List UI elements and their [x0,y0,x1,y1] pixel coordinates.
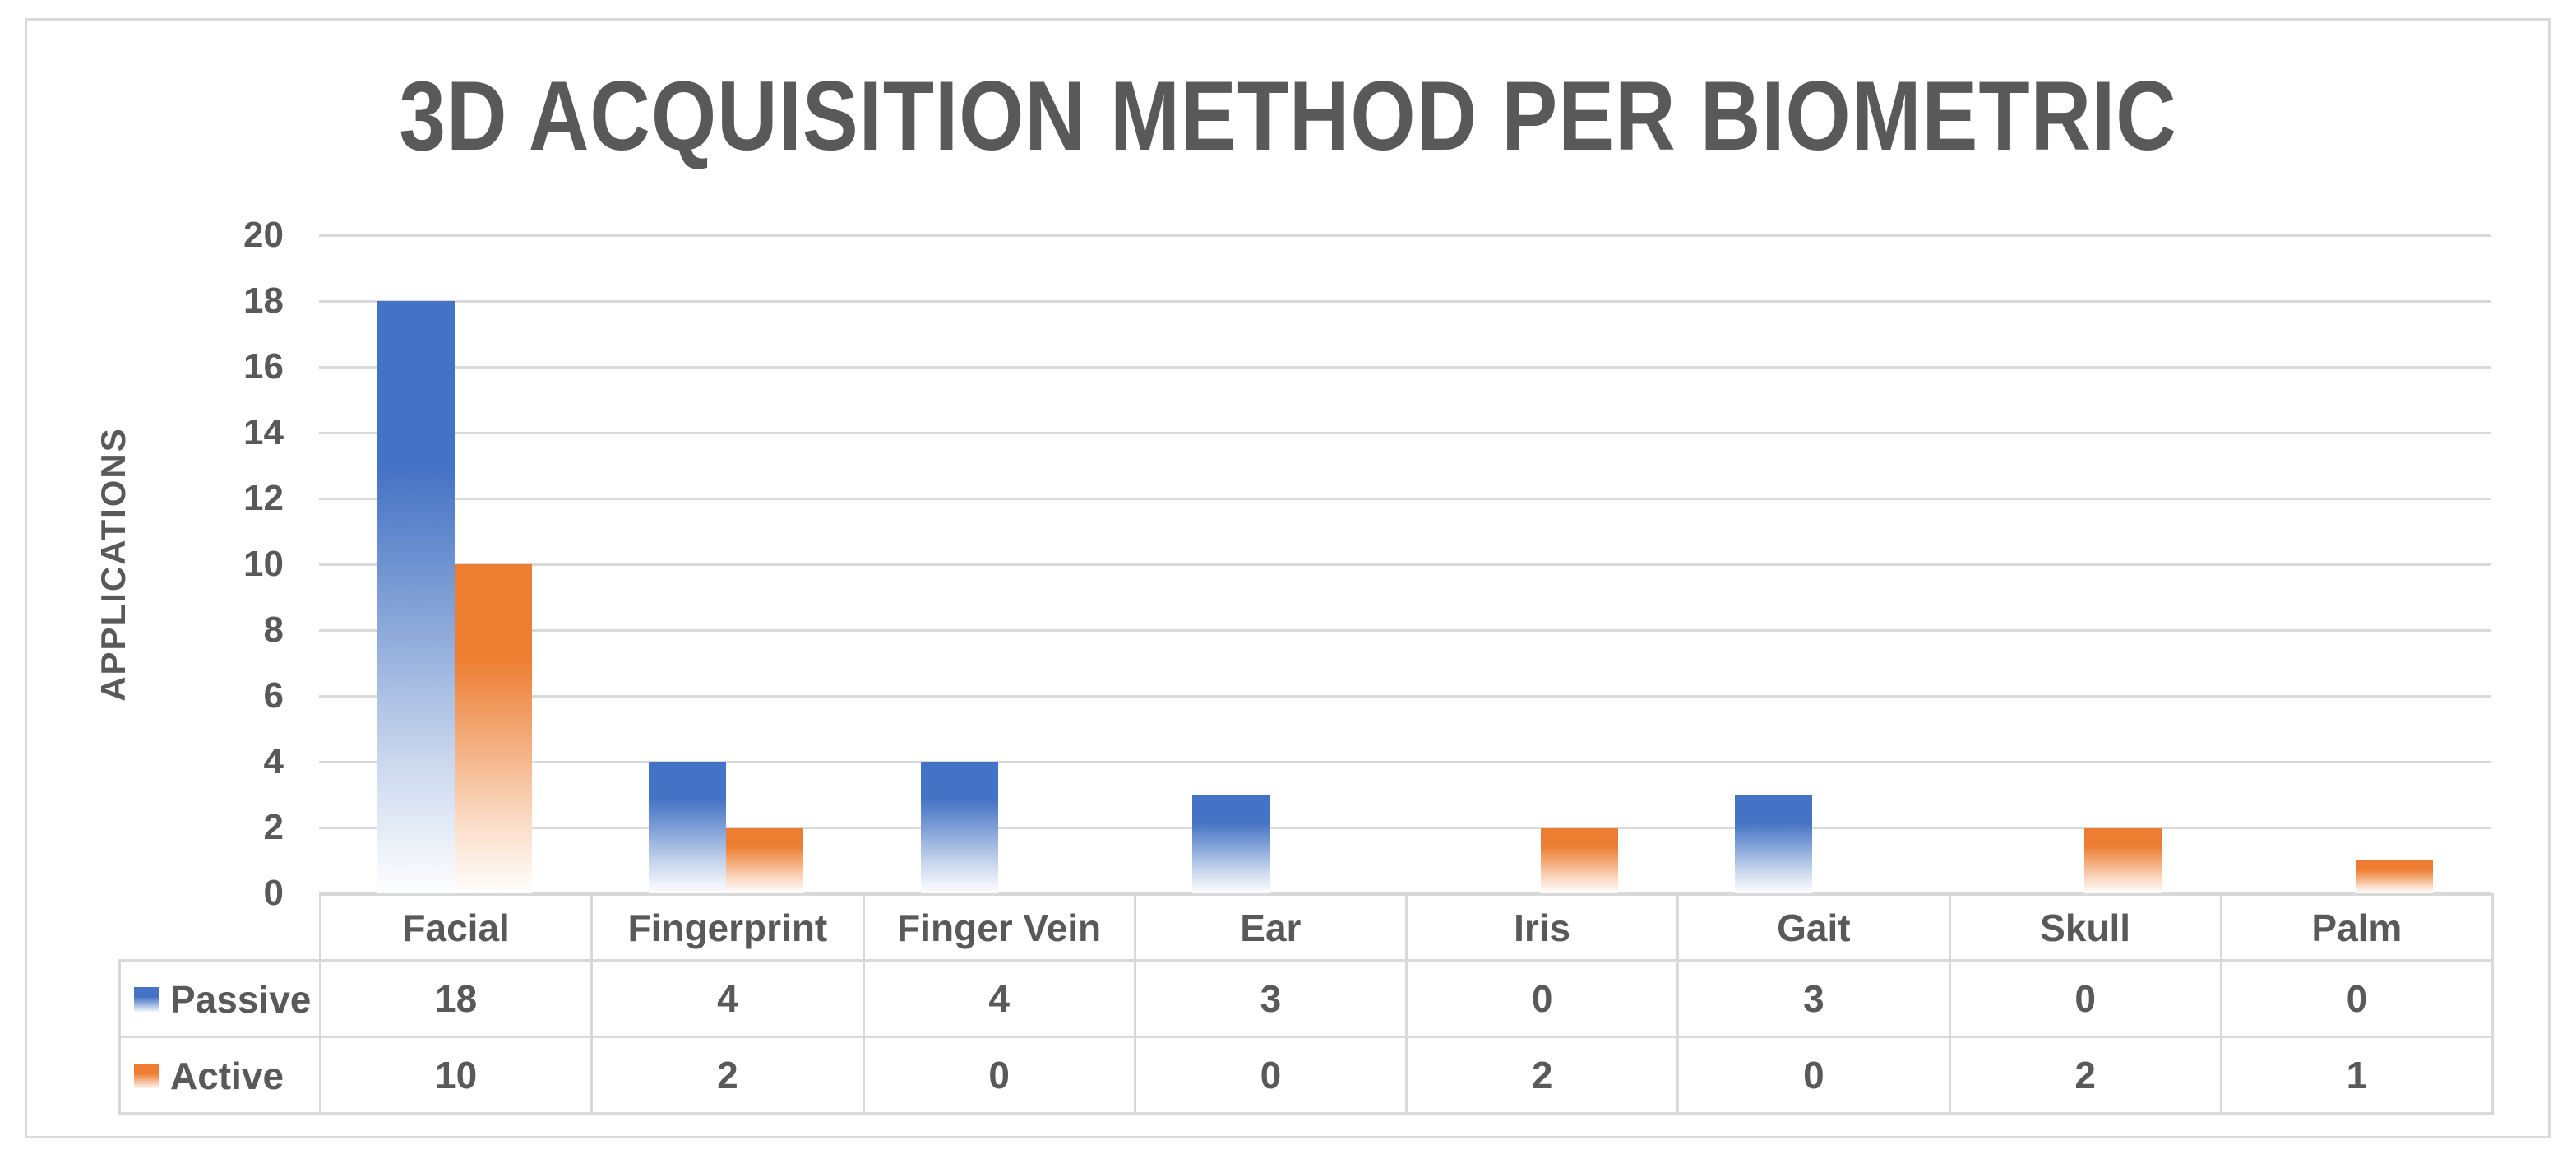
category-header-finger-vein: Finger Vein [862,893,1136,962]
bar-passive-gait [1735,795,1813,893]
gridline-y-10 [319,563,2491,566]
bar-active-skull [2083,828,2162,893]
cell-passive-gait: 3 [1676,959,1951,1038]
gridline-y-8 [319,628,2491,632]
cell-active-skull: 2 [1948,1036,2222,1115]
table-corner-cell [120,895,321,961]
legend-label-active: Active [170,1054,284,1097]
cell-passive-fingerprint: 4 [590,959,865,1038]
cell-passive-ear: 3 [1133,959,1408,1038]
cell-active-iris: 2 [1404,1036,1680,1115]
gridline-y-14 [319,431,2491,434]
gridline-y-2 [319,826,2491,829]
category-header-gait: Gait [1676,893,1951,962]
y-tick-label-10: 10 [243,544,284,584]
cell-active-finger-vein: 0 [862,1036,1136,1115]
y-tick-label-8: 8 [263,610,284,650]
y-tick-label-6: 6 [263,675,284,716]
cell-passive-facial: 18 [318,959,594,1038]
y-tick-label-4: 4 [263,741,284,781]
series-row-header-active: Active [118,1036,321,1115]
bar-active-palm [2355,860,2433,893]
y-tick-label-18: 18 [243,280,284,321]
bar-active-facial [455,564,533,893]
category-header-iris: Iris [1404,893,1680,962]
y-tick-label-2: 2 [263,807,284,847]
data-table: Facial Fingerprint Finger Vein Ear Iris Gait S… [118,893,2495,1115]
cell-passive-finger-vein: 4 [862,959,1136,1038]
cell-active-ear: 0 [1133,1036,1408,1115]
gridline-y-20 [319,234,2491,237]
cell-passive-skull: 0 [1948,959,2222,1038]
y-tick-label-14: 14 [243,412,284,452]
y-tick-label-20: 20 [243,215,284,255]
gridline-y-4 [319,760,2491,763]
category-header-fingerprint: Fingerprint [590,893,865,962]
category-header-facial: Facial [318,893,594,962]
bar-active-iris [1541,828,1619,893]
cell-active-fingerprint: 2 [590,1036,865,1115]
gridline-y-18 [319,299,2491,303]
y-tick-label-12: 12 [243,478,284,518]
legend-swatch-active [134,1063,159,1088]
bar-active-fingerprint [726,828,804,893]
chart-title: 3D ACQUISITION METHOD PER BIOMETRIC [399,61,2177,171]
bar-passive-finger-vein [920,762,998,893]
category-header-palm: Palm [2219,893,2495,962]
series-row-passive: Passive 18 4 4 3 0 3 0 0 [118,959,2495,1038]
cell-active-palm: 1 [2219,1036,2495,1115]
cell-active-facial: 10 [318,1036,594,1115]
series-row-header-passive: Passive [118,959,321,1038]
y-tick-label-16: 16 [243,346,284,387]
y-tick-label-0: 0 [263,873,284,913]
gridline-y-6 [319,694,2491,698]
category-header-row: Facial Fingerprint Finger Vein Ear Iris Gait S… [120,893,2495,962]
bar-passive-facial [377,301,456,893]
cell-passive-palm: 0 [2219,959,2495,1038]
gridline-y-12 [319,497,2491,500]
cell-passive-iris: 0 [1404,959,1680,1038]
bar-passive-fingerprint [649,762,727,893]
series-row-active: Active 10 2 0 0 2 0 2 1 [118,1036,2495,1115]
gridline-y-16 [319,365,2491,369]
bar-passive-ear [1191,795,1270,893]
cell-active-gait: 0 [1676,1036,1951,1115]
category-header-skull: Skull [1948,893,2222,962]
gridline-y-0 [319,892,2491,895]
category-header-ear: Ear [1133,893,1408,962]
legend-swatch-passive [134,986,159,1012]
legend-label-passive: Passive [170,977,312,1021]
